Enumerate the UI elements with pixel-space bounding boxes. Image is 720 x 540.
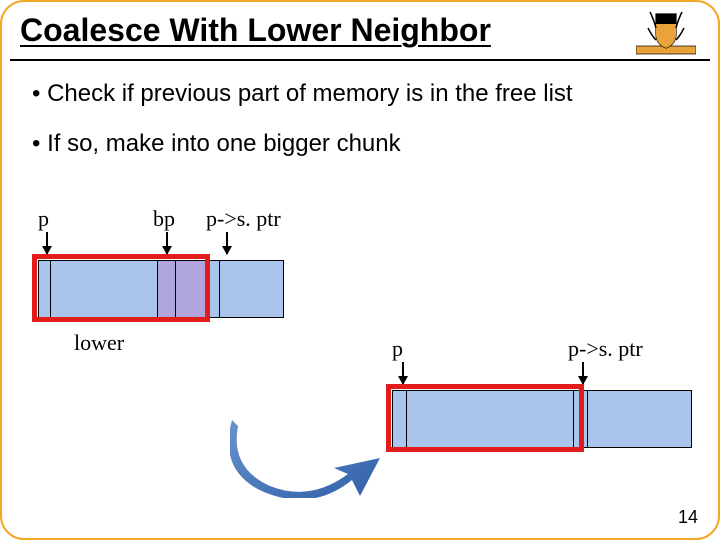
label-psptr2: p->s. ptr [568, 336, 643, 362]
title-area: Coalesce With Lower Neighbor [10, 6, 710, 61]
label-bp: bp [153, 206, 175, 232]
label-psptr: p->s. ptr [206, 206, 281, 232]
arrow-psptr2-icon [582, 362, 584, 384]
page-number: 14 [678, 507, 698, 528]
slide-title: Coalesce With Lower Neighbor [20, 12, 700, 49]
bullet-1: • Check if previous part of memory is in… [32, 80, 688, 108]
cell [588, 391, 691, 447]
arrow-psptr-icon [226, 232, 228, 254]
label-lower: lower [74, 330, 124, 356]
logo-shield-icon [636, 10, 696, 58]
lower-redbox [386, 384, 584, 452]
arrow-p2-icon [402, 362, 404, 384]
arrow-p-icon [46, 232, 48, 254]
upper-diagram: p bp p->s. ptr lower [38, 232, 298, 372]
arrow-bp-icon [166, 232, 168, 254]
upper-redbox [32, 254, 210, 322]
label-p2: p [392, 336, 403, 362]
slide: Coalesce With Lower Neighbor • Check if … [0, 0, 720, 540]
label-p: p [38, 206, 49, 232]
bullet-list: • Check if previous part of memory is in… [32, 80, 688, 180]
lower-diagram: p p->s. ptr [392, 362, 702, 512]
bullet-2: • If so, make into one bigger chunk [32, 130, 688, 158]
cell [220, 261, 283, 317]
swoosh-arrow-icon [230, 418, 380, 498]
